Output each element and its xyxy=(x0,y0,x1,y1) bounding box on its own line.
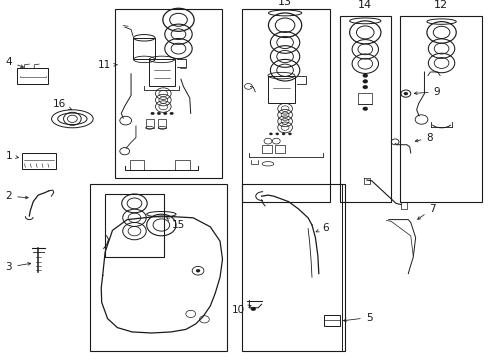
Circle shape xyxy=(196,269,200,272)
Circle shape xyxy=(362,80,367,83)
Text: 1: 1 xyxy=(5,150,19,161)
Text: 7: 7 xyxy=(417,204,435,219)
Bar xyxy=(149,59,174,86)
Circle shape xyxy=(288,133,291,135)
Bar xyxy=(399,16,481,202)
Text: 12: 12 xyxy=(433,0,447,10)
Bar xyxy=(267,76,294,103)
Bar xyxy=(133,38,155,59)
Text: 11: 11 xyxy=(98,60,117,70)
Bar xyxy=(262,145,271,153)
Text: 13: 13 xyxy=(278,0,291,7)
Text: 8: 8 xyxy=(414,132,432,143)
Bar xyxy=(323,315,339,326)
Text: 10: 10 xyxy=(231,305,250,315)
Circle shape xyxy=(269,133,272,135)
Bar xyxy=(22,153,56,169)
Text: 4: 4 xyxy=(5,57,23,68)
Text: 14: 14 xyxy=(358,0,371,10)
Bar xyxy=(17,68,48,84)
Text: 5: 5 xyxy=(343,312,372,323)
Circle shape xyxy=(362,107,367,111)
Bar xyxy=(90,184,227,351)
Bar xyxy=(242,184,344,351)
Text: 3: 3 xyxy=(5,262,31,272)
Text: 2: 2 xyxy=(5,191,28,201)
Circle shape xyxy=(157,112,160,114)
Circle shape xyxy=(403,92,407,95)
Circle shape xyxy=(250,307,255,311)
Circle shape xyxy=(275,133,278,135)
Text: 6: 6 xyxy=(315,222,328,233)
Bar xyxy=(274,145,284,153)
Bar xyxy=(115,9,222,178)
Bar xyxy=(175,160,189,170)
Text: 15: 15 xyxy=(166,218,185,230)
Bar xyxy=(358,93,371,104)
Bar xyxy=(145,119,153,128)
Text: 16: 16 xyxy=(53,99,72,110)
Bar xyxy=(129,160,144,170)
Bar xyxy=(339,16,390,202)
Circle shape xyxy=(150,112,154,114)
Circle shape xyxy=(170,112,173,114)
Circle shape xyxy=(362,74,367,77)
Circle shape xyxy=(362,85,367,89)
Circle shape xyxy=(163,112,166,114)
Bar xyxy=(242,9,329,202)
Bar xyxy=(105,194,163,257)
Text: 9: 9 xyxy=(413,87,440,97)
Bar xyxy=(158,119,166,128)
Circle shape xyxy=(282,133,285,135)
